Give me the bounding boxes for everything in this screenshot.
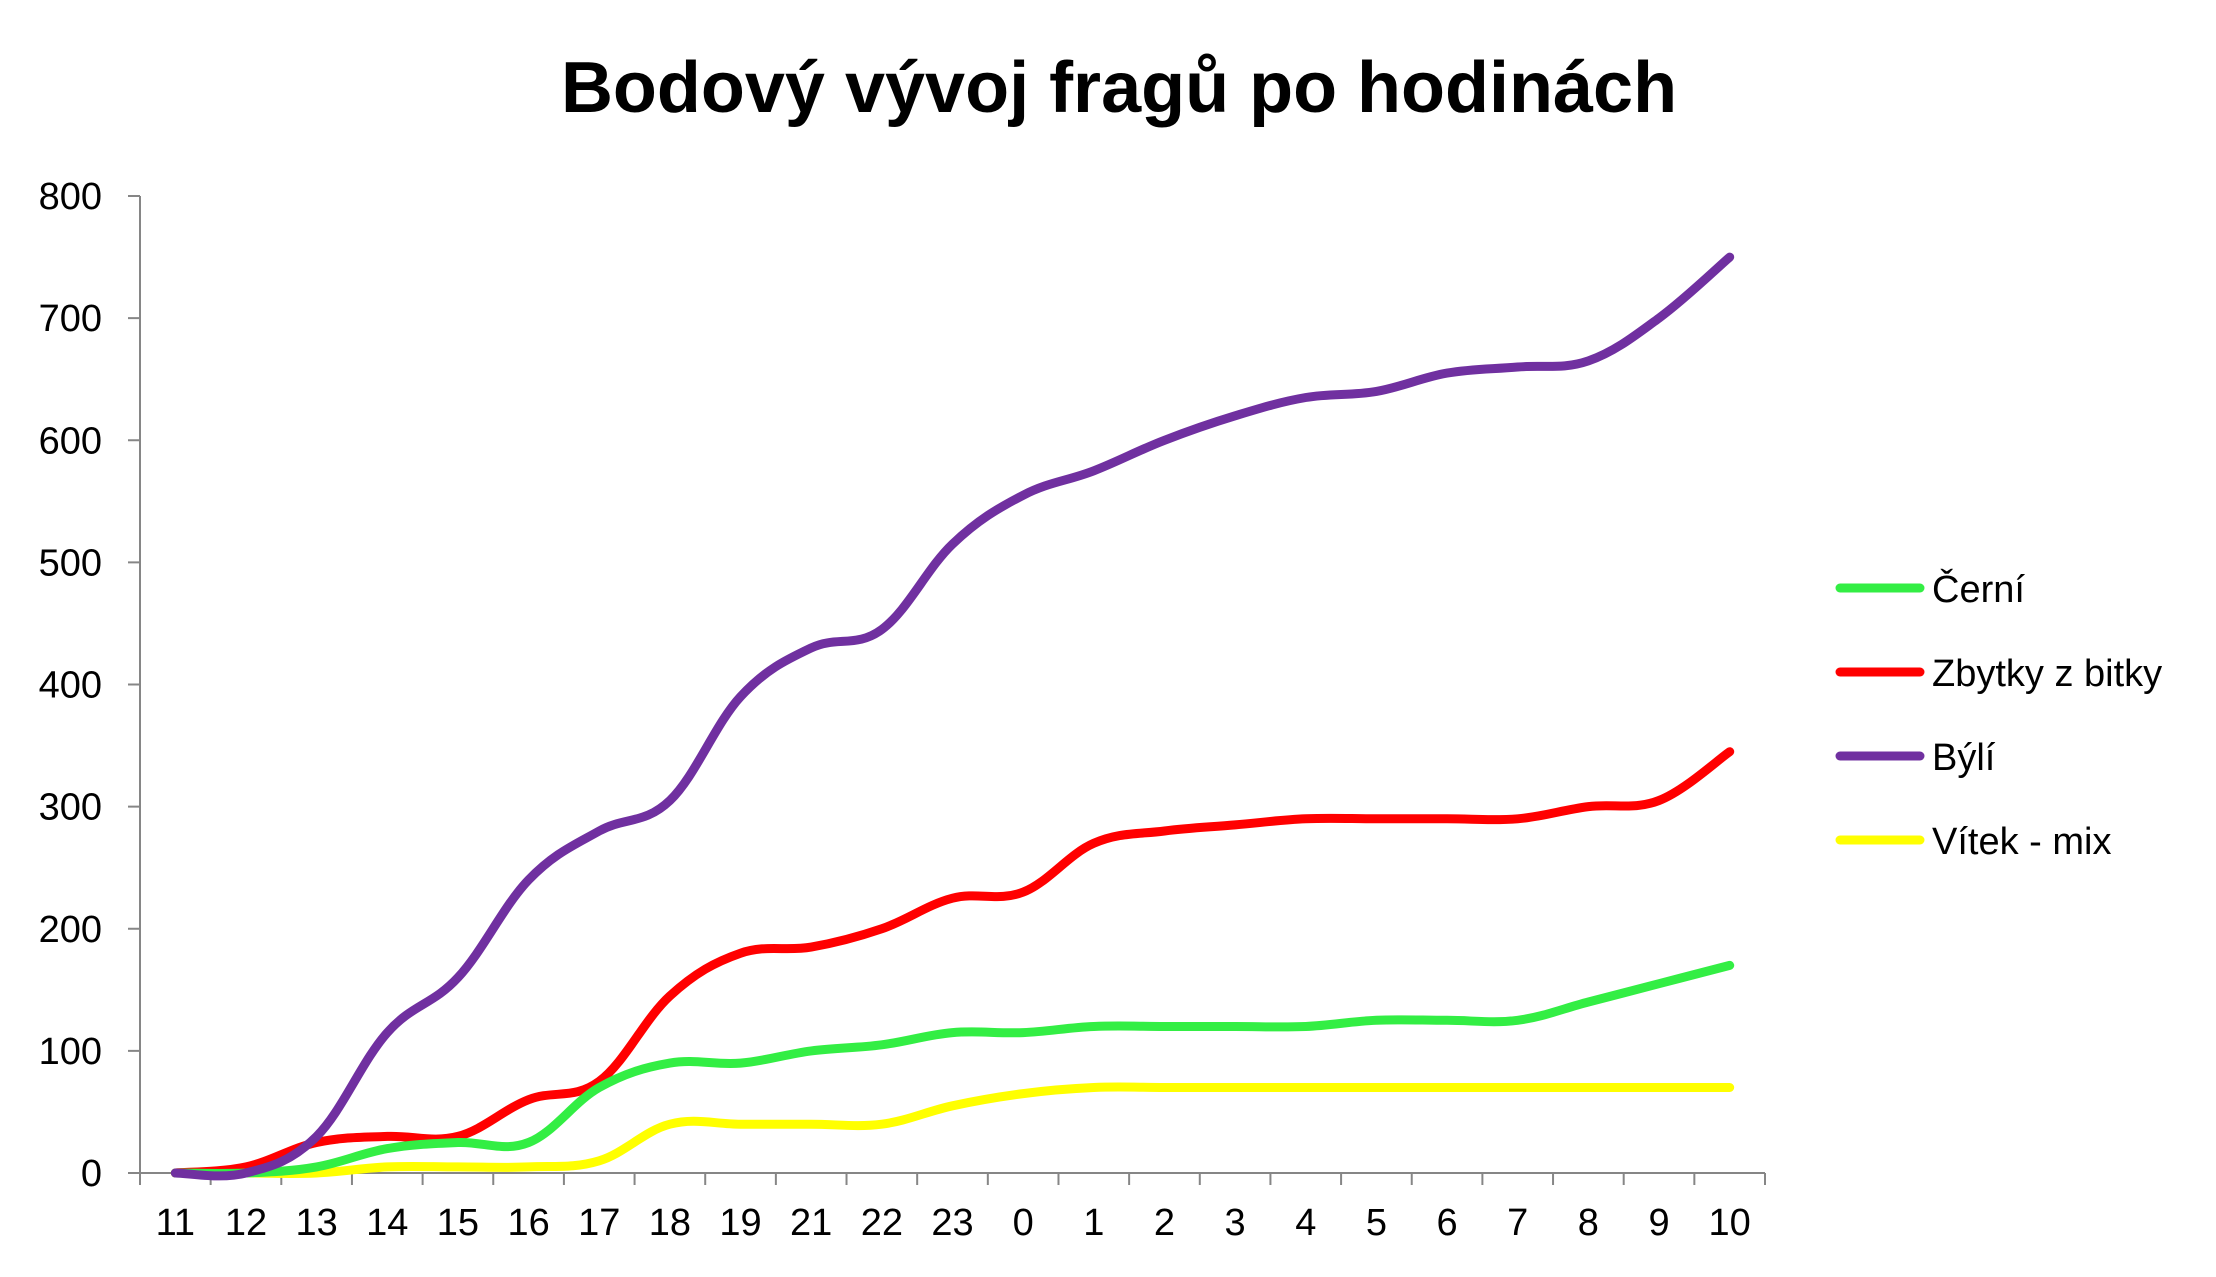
x-tick-label: 5 [1366, 1202, 1387, 1244]
x-tick-label: 7 [1507, 1202, 1528, 1244]
x-tick-label: 12 [225, 1202, 267, 1244]
y-tick-label: 200 [39, 909, 102, 951]
x-tick-label: 6 [1436, 1202, 1457, 1244]
series-line-2 [170, 252, 1735, 1181]
chart-title: Bodový vývoj fragů po hodinách [561, 48, 1677, 128]
x-tick-label: 1 [1083, 1202, 1104, 1244]
y-tick-label: 100 [39, 1031, 102, 1073]
legend-label-3: Vítek - mix [1932, 821, 2111, 863]
series-line-0 [170, 960, 1735, 1178]
x-tick-label: 17 [578, 1202, 620, 1244]
y-tick-label: 300 [39, 787, 102, 829]
x-tick-label: 23 [931, 1202, 973, 1244]
x-tick-label: 10 [1709, 1202, 1751, 1244]
x-tick-label: 22 [861, 1202, 903, 1244]
y-tick-label: 800 [39, 176, 102, 218]
legend: Černí Zbytky z bitky Býlí Vítek - mix [1835, 567, 2162, 863]
series-line-3 [170, 1082, 1735, 1178]
x-tick-label: 9 [1648, 1202, 1669, 1244]
series-lines [170, 252, 1735, 1181]
x-tick-label: 3 [1225, 1202, 1246, 1244]
x-tick-label: 4 [1295, 1202, 1316, 1244]
x-tick-label: 14 [366, 1202, 408, 1244]
legend-label-2: Býlí [1932, 737, 1996, 779]
legend-label-0: Černí [1932, 567, 2025, 611]
x-tick-label: 16 [507, 1202, 549, 1244]
x-tick-label: 0 [1013, 1202, 1034, 1244]
legend-label-1: Zbytky z bitky [1932, 653, 2162, 695]
x-tick-label: 11 [156, 1202, 195, 1244]
x-tick-label: 15 [437, 1202, 479, 1244]
y-tick-label: 400 [39, 665, 102, 707]
x-tick-label: 21 [790, 1202, 832, 1244]
series-line-1 [170, 747, 1735, 1178]
y-tick-label: 0 [81, 1153, 102, 1195]
x-tick-label: 2 [1154, 1202, 1175, 1244]
x-tick-label: 19 [719, 1202, 761, 1244]
y-tick-label: 600 [39, 420, 102, 462]
x-tick-label: 8 [1578, 1202, 1599, 1244]
x-tick-label: 18 [649, 1202, 691, 1244]
x-tick-label: 13 [295, 1202, 337, 1244]
y-tick-label: 700 [39, 298, 102, 340]
y-tick-label: 500 [39, 542, 102, 584]
